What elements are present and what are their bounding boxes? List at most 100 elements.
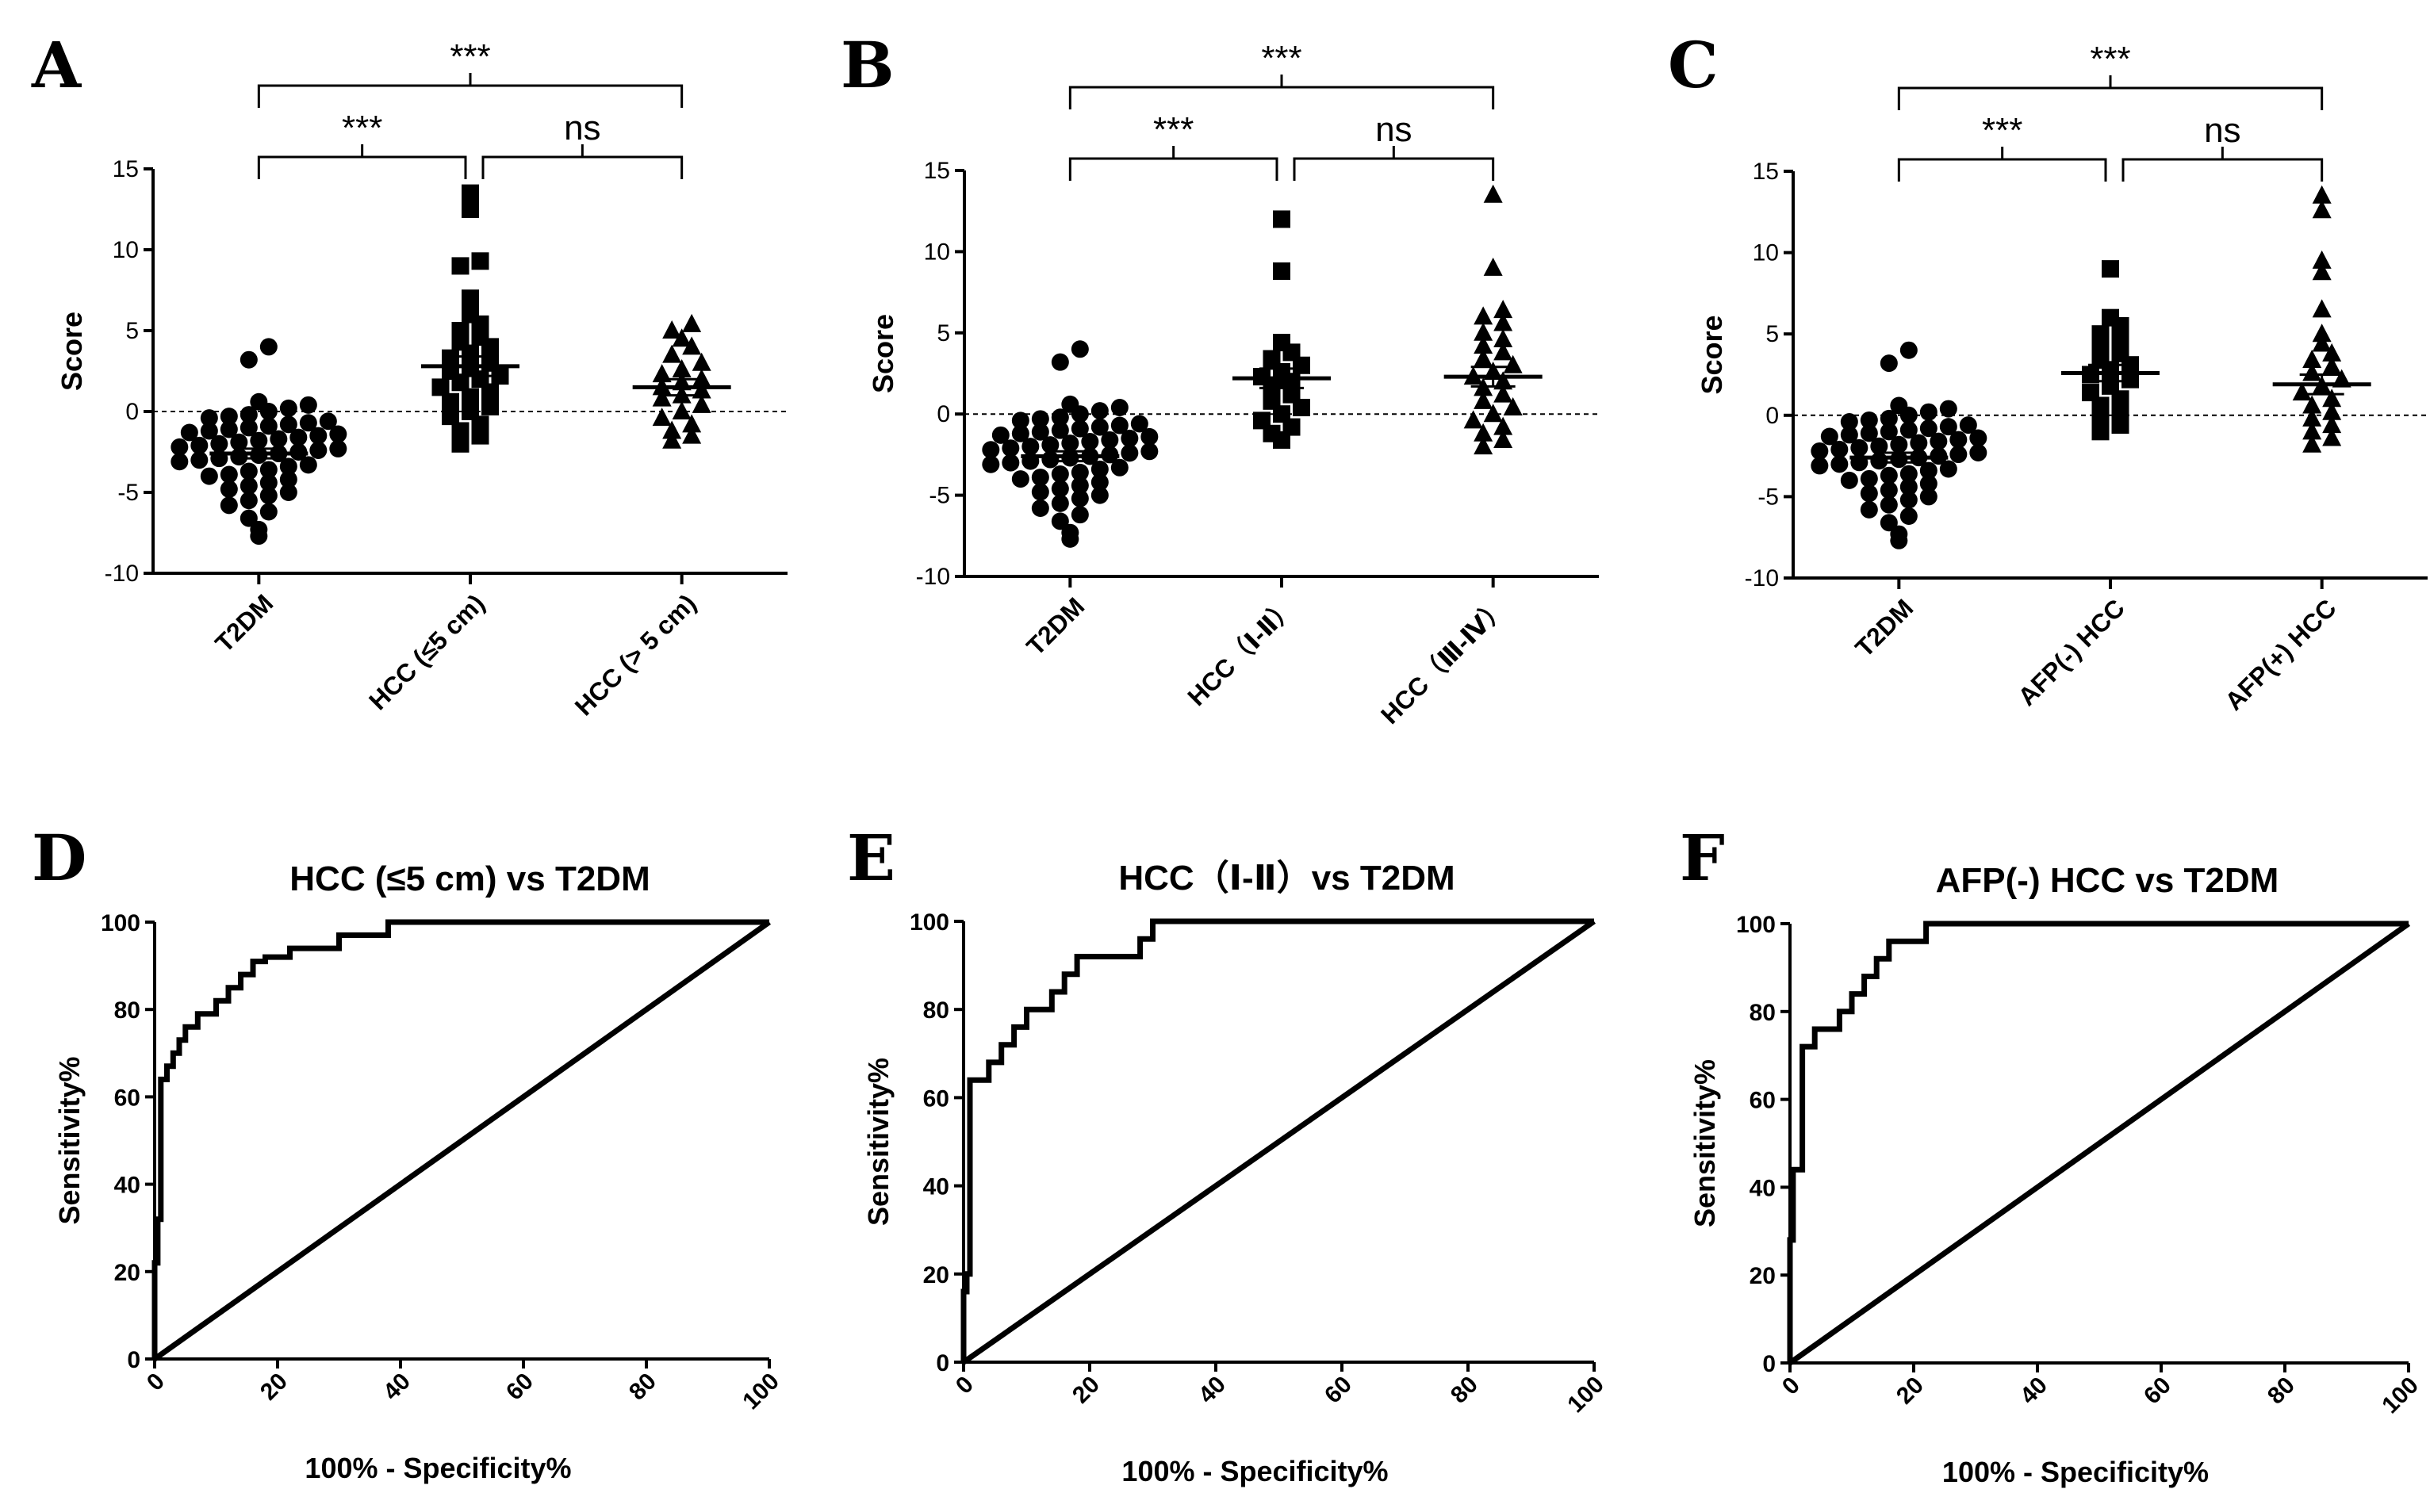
data-point — [289, 428, 308, 446]
significance-label: ns — [2204, 111, 2240, 150]
y-tick-label: -5 — [929, 483, 950, 509]
data-point — [1899, 478, 1918, 496]
data-point — [1051, 421, 1069, 439]
x-tick-label: 100 — [2377, 1372, 2424, 1419]
x-tick-label: 40 — [2015, 1372, 2052, 1410]
data-point — [2082, 384, 2099, 402]
data-point — [2102, 308, 2119, 327]
x-tick-label: 0 — [951, 1372, 979, 1399]
data-point — [662, 430, 682, 449]
data-point — [991, 426, 1010, 444]
data-point — [1011, 424, 1029, 442]
data-point — [462, 184, 479, 202]
data-point — [190, 451, 209, 469]
data-point — [250, 520, 268, 538]
data-point — [1880, 496, 1898, 514]
y-tick-label: 5 — [937, 320, 950, 346]
data-point — [240, 477, 258, 495]
data-point — [1811, 457, 1829, 475]
data-point — [299, 414, 317, 432]
y-tick-label: 10 — [113, 237, 139, 263]
significance-bracket — [481, 155, 684, 179]
data-point — [1493, 429, 1513, 448]
y-axis-label: Score — [1696, 315, 1728, 394]
data-point — [692, 380, 711, 399]
data-point — [471, 252, 489, 270]
data-point — [200, 467, 218, 485]
data-point — [309, 441, 328, 459]
y-tick-label: 15 — [113, 156, 139, 182]
x-category-label: AFP(-) HCC — [2012, 593, 2130, 711]
data-point — [1919, 419, 1937, 438]
data-point — [451, 322, 470, 339]
y-tick-label: 100 — [1736, 912, 1776, 938]
data-point — [240, 492, 258, 510]
data-point — [2302, 350, 2322, 369]
data-point — [259, 338, 278, 356]
x-category-label: HCC（Ⅰ-Ⅱ） — [1182, 591, 1301, 711]
data-point — [442, 349, 459, 367]
data-point — [1820, 427, 1838, 446]
x-tick-label: 60 — [501, 1368, 539, 1406]
data-point — [1031, 469, 1049, 487]
significance-label: *** — [342, 109, 382, 147]
data-point — [1880, 354, 1898, 373]
data-point — [1101, 431, 1119, 449]
data-point — [1011, 411, 1029, 430]
data-point — [259, 487, 278, 505]
panel-letter: A — [31, 28, 82, 102]
data-point — [1930, 432, 1948, 450]
data-point — [1474, 436, 1493, 455]
data-point — [1870, 437, 1888, 455]
data-point — [672, 328, 692, 347]
data-point — [1474, 322, 1493, 341]
roc-curve — [960, 918, 1594, 1362]
data-point — [1121, 444, 1139, 462]
data-point — [2091, 325, 2110, 343]
y-tick-label: 0 — [1765, 403, 1779, 429]
data-point — [1899, 491, 1918, 509]
data-point — [1090, 473, 1109, 492]
y-tick-label: 10 — [924, 239, 950, 265]
data-point — [1071, 489, 1089, 507]
data-point — [220, 408, 238, 426]
data-point — [1493, 416, 1513, 435]
data-point — [662, 420, 682, 439]
data-point — [259, 503, 278, 521]
data-point — [240, 462, 258, 480]
data-point — [180, 423, 198, 442]
y-tick-label: -10 — [105, 561, 139, 587]
data-point — [1919, 403, 1937, 421]
data-point — [2322, 401, 2342, 420]
panel-letter: E — [847, 821, 895, 895]
y-tick-label: 15 — [924, 158, 950, 184]
y-tick-label: -5 — [1757, 484, 1779, 510]
data-point — [462, 305, 479, 323]
y-tick-label: 100 — [910, 909, 949, 936]
data-point — [259, 417, 278, 435]
y-axis-label: Score — [56, 312, 88, 391]
data-point — [279, 484, 297, 501]
data-point — [250, 392, 268, 411]
data-point — [1811, 442, 1829, 460]
data-point — [2312, 200, 2332, 219]
data-point — [240, 419, 258, 437]
data-point — [1503, 397, 1523, 416]
data-point — [1051, 480, 1069, 498]
data-point — [1830, 455, 1849, 473]
y-tick-label: 40 — [923, 1174, 949, 1200]
data-point — [692, 352, 711, 371]
data-point — [1880, 514, 1898, 532]
y-tick-label: 40 — [114, 1173, 140, 1199]
panel-letter: C — [1668, 28, 1719, 102]
significance-label: ns — [564, 109, 600, 147]
x-category-label: HCC (> 5 cm) — [569, 588, 702, 721]
data-point — [1919, 488, 1937, 506]
y-tick-label: 60 — [1750, 1088, 1776, 1114]
data-point — [1130, 415, 1148, 433]
data-point — [1071, 506, 1089, 524]
data-point — [652, 408, 672, 427]
data-point — [1969, 443, 1987, 461]
reference-diagonal — [1788, 921, 2411, 1365]
